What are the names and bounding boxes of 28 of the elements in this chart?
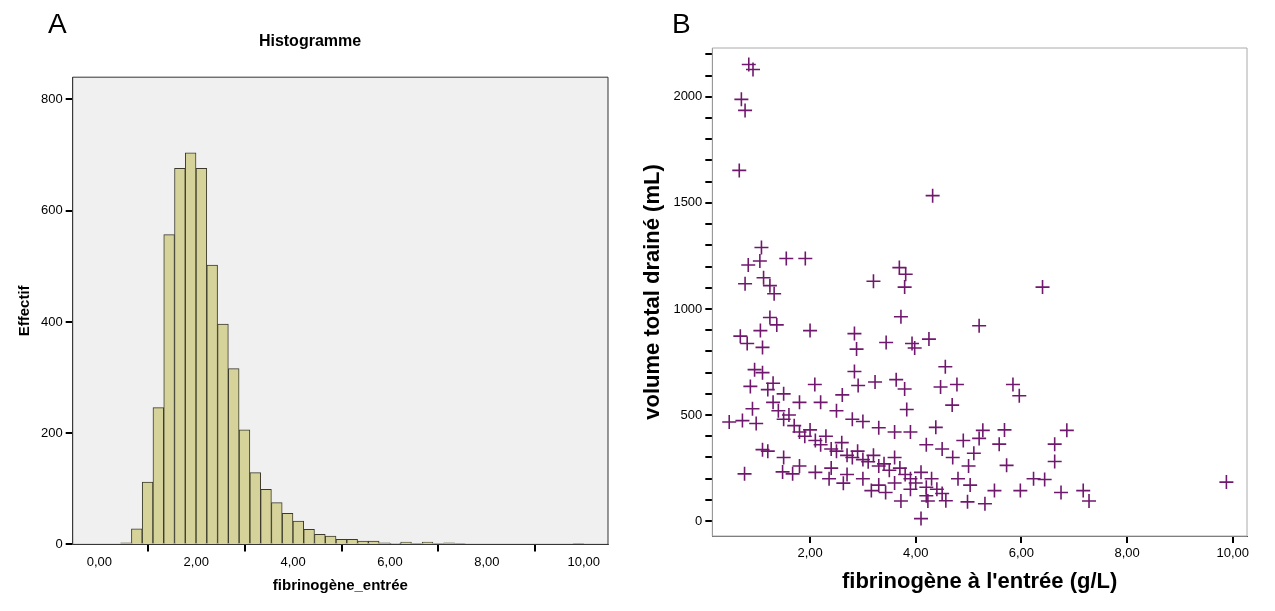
- x-tick-label: 6,00: [1008, 545, 1035, 561]
- y-axis-title: Effectif: [15, 284, 33, 337]
- y-tick-label: 0: [695, 512, 703, 528]
- x-tick-label: 2,00: [797, 545, 823, 561]
- y-tick-label: 800: [40, 91, 63, 107]
- text: B: [672, 8, 691, 40]
- x-axis-title: fibrinogène à l'entrée (g/L): [841, 567, 1118, 593]
- x-tick-label: 4,00: [280, 553, 306, 569]
- x-tick-label: 10,00: [1216, 545, 1250, 561]
- y-tick-label: 0: [55, 535, 63, 551]
- text: A: [48, 8, 67, 40]
- chart-title: Histogramme: [258, 32, 362, 50]
- y-tick-label: 1000: [673, 300, 703, 316]
- y-tick-label: 500: [680, 406, 703, 422]
- x-axis-title: fibrinogène_entrée: [272, 576, 408, 594]
- y-axis-title: volume total drainé (mL): [639, 164, 665, 420]
- x-tick-label: 10,00: [567, 553, 601, 569]
- x-tick-label: 6,00: [377, 553, 403, 569]
- y-tick-label: 1500: [673, 194, 703, 210]
- y-tick-label: 2000: [673, 88, 703, 104]
- x-tick-label: 4,00: [903, 545, 929, 561]
- x-tick-label: 8,00: [1114, 545, 1140, 561]
- x-tick-label: 8,00: [474, 553, 500, 569]
- x-tick-label: 0,00: [86, 553, 112, 569]
- y-tick-label: 400: [40, 313, 63, 329]
- y-tick-label: 200: [40, 424, 63, 440]
- y-tick-label: 600: [40, 202, 63, 218]
- x-tick-label: 2,00: [183, 553, 209, 569]
